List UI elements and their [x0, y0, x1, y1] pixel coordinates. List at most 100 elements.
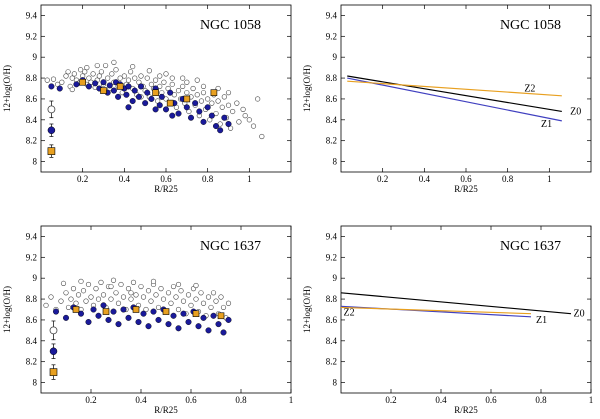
- y-tick-label: 8.6: [326, 315, 338, 325]
- data-point: [130, 279, 137, 285]
- data-point: [95, 296, 102, 302]
- data-point: [50, 76, 57, 82]
- data-point: [133, 292, 139, 298]
- data-point: [198, 290, 204, 296]
- data-point: [210, 290, 217, 296]
- data-point: [165, 290, 172, 296]
- data-point: [194, 77, 200, 83]
- data-point: [68, 296, 74, 302]
- data-point: [125, 77, 132, 83]
- data-point: [127, 69, 134, 75]
- data-point: [234, 100, 240, 106]
- data-point: [95, 312, 102, 319]
- y-tick-label: 9.2: [326, 31, 337, 41]
- data-point: [144, 75, 150, 81]
- data-point: [90, 306, 97, 313]
- data-point: [129, 98, 136, 105]
- data-point: [115, 321, 122, 328]
- y-tick-label: 8.2: [26, 357, 37, 367]
- data-point: [85, 319, 92, 326]
- data-point: [142, 100, 149, 107]
- data-point: [155, 304, 162, 311]
- x-tick-label: 0.8: [202, 174, 214, 184]
- data-point: [105, 316, 112, 323]
- y-tick-label: 9.4: [326, 10, 338, 20]
- data-point: [160, 296, 167, 302]
- data-point: [120, 306, 127, 313]
- data-point: [180, 83, 186, 90]
- y-tick-label: 8.4: [26, 115, 38, 125]
- data-point: [162, 308, 170, 315]
- x-tick-label: 0.4: [135, 395, 147, 405]
- data-point: [143, 306, 149, 313]
- data-point: [75, 292, 82, 298]
- data-point: [158, 286, 164, 292]
- data-point: [208, 112, 215, 119]
- data-point: [92, 80, 99, 87]
- y-tick-label: 8.2: [326, 136, 337, 146]
- data-point: [84, 65, 90, 71]
- data-point: [170, 283, 177, 290]
- data-point: [117, 75, 123, 81]
- y-tick-label: 8.8: [26, 294, 38, 304]
- x-tick-label: 0.2: [77, 174, 88, 184]
- data-point: [190, 85, 196, 92]
- fit-line-z0: [347, 75, 562, 113]
- y-tick-label: 8.8: [26, 73, 38, 83]
- data-point: [165, 321, 172, 328]
- x-tick-label: 0.6: [485, 395, 497, 405]
- x-tick-label: 0.2: [377, 174, 388, 184]
- data-point: [145, 288, 152, 294]
- data-point: [94, 62, 100, 69]
- error-marker: [49, 347, 58, 355]
- data-point: [102, 308, 110, 315]
- data-point: [240, 106, 246, 112]
- data-point: [193, 282, 199, 289]
- fit-label-z1: Z1: [541, 119, 552, 130]
- data-point: [125, 314, 132, 321]
- data-point: [221, 114, 228, 121]
- fit-line-z2: [340, 306, 532, 315]
- data-point: [210, 312, 217, 319]
- y-axis-label: 12+log(O/H): [2, 286, 12, 333]
- data-point: [155, 316, 162, 323]
- y-tick-label: 8.4: [326, 115, 338, 125]
- plot-frame: [40, 225, 292, 394]
- x-tick-label: 0.8: [535, 395, 547, 405]
- y-tick-label: 8.8: [326, 294, 338, 304]
- data-point: [88, 294, 94, 300]
- data-point: [246, 117, 252, 123]
- x-tick-label: 0.6: [160, 174, 172, 184]
- data-point: [236, 119, 242, 125]
- data-point: [110, 277, 117, 283]
- data-point: [128, 296, 134, 302]
- data-point: [70, 286, 77, 292]
- data-point: [132, 75, 138, 81]
- data-point: [131, 87, 138, 94]
- data-point: [135, 319, 142, 326]
- y-axis-label: 12+log(O/H): [2, 65, 12, 112]
- data-point: [167, 89, 174, 96]
- y-tick-label: 9.4: [26, 10, 38, 20]
- data-point: [205, 327, 212, 334]
- data-point: [132, 306, 140, 313]
- data-point: [180, 75, 186, 81]
- x-tick-label: 0.2: [85, 395, 96, 405]
- data-point: [161, 79, 167, 85]
- fit-label-z1: Z1: [536, 315, 547, 326]
- data-point: [82, 69, 88, 75]
- data-point: [213, 298, 219, 304]
- data-point: [100, 87, 107, 94]
- x-tick-label: 0.8: [235, 395, 247, 405]
- data-point: [175, 110, 182, 117]
- data-point: [77, 67, 84, 73]
- data-point: [150, 308, 157, 315]
- data-point: [195, 323, 202, 330]
- data-point: [184, 79, 190, 85]
- y-tick-label: 8.2: [326, 357, 337, 367]
- data-point: [200, 300, 207, 306]
- error-marker: [47, 147, 56, 155]
- data-point: [140, 294, 147, 300]
- data-point: [218, 294, 224, 300]
